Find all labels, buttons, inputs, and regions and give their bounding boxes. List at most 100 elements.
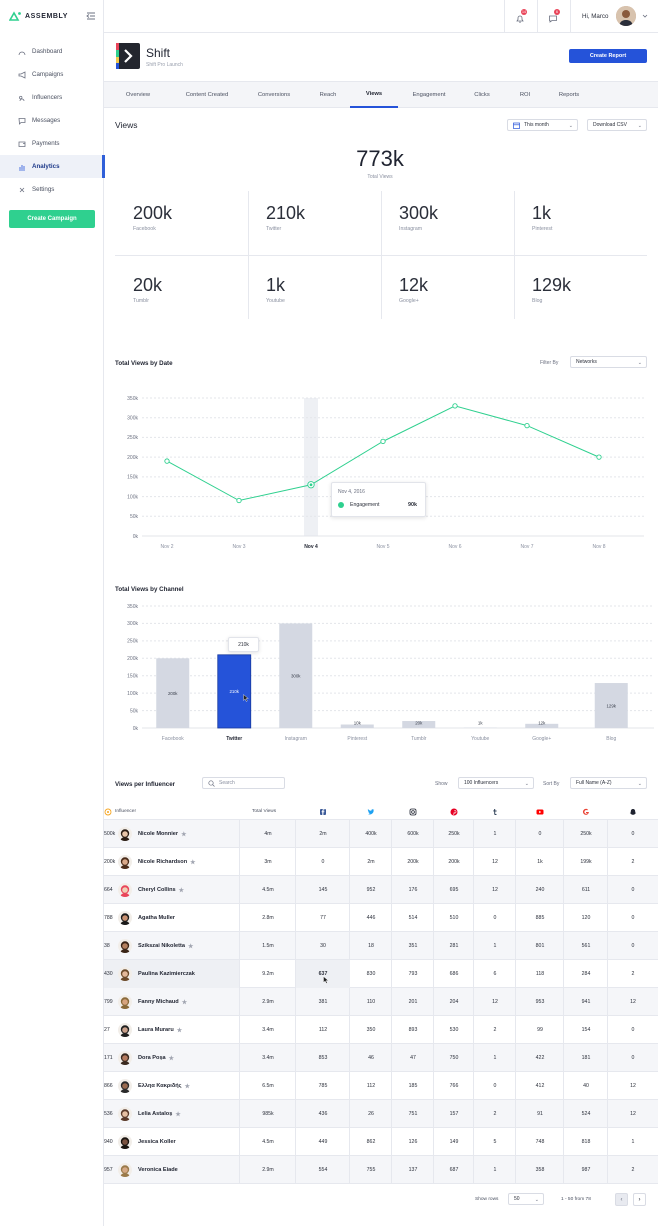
star-icon[interactable]: ★ xyxy=(168,1055,175,1062)
user-avatar[interactable] xyxy=(616,6,636,26)
snapchat-icon[interactable] xyxy=(629,808,637,816)
influencer-name[interactable]: Ελληα Κακριδής ★ xyxy=(138,1072,190,1100)
bar-blog[interactable] xyxy=(594,683,628,728)
star-icon[interactable]: ★ xyxy=(190,859,196,866)
next-page-button[interactable]: › xyxy=(633,1193,646,1206)
sidebar-item-messages[interactable]: Messages xyxy=(0,109,104,132)
data-point[interactable] xyxy=(452,403,458,409)
bar-google-plus[interactable] xyxy=(525,723,559,728)
star-icon[interactable]: ★ xyxy=(181,831,187,838)
table-row[interactable]: Cheryl Collins ★ 4.5m 145 952 176 695 12 240 611 0… xyxy=(104,876,658,904)
tab-roi[interactable]: ROI xyxy=(519,92,531,98)
networks-filter-select[interactable]: Networks ⌄ xyxy=(570,356,647,368)
blog-icon[interactable] xyxy=(104,808,112,816)
tab-overview[interactable]: Overview xyxy=(125,92,151,98)
data-point[interactable] xyxy=(524,422,530,429)
notifications-button[interactable]: 14 xyxy=(515,9,527,29)
star-icon[interactable]: ★ xyxy=(184,1083,190,1090)
influencer-name[interactable]: Veronica Eiade xyxy=(138,1156,178,1184)
total-views-cell: 2.9m xyxy=(262,1167,274,1173)
influencer-name[interactable]: Lelia Astaloș ★ xyxy=(138,1100,181,1128)
influencer-name[interactable]: Nicole Richardson ★ xyxy=(138,848,196,876)
tab-views[interactable]: Views xyxy=(350,82,398,108)
rows-per-page-select[interactable]: 50 ⌄ xyxy=(508,1193,544,1205)
star-icon[interactable]: ★ xyxy=(176,1027,183,1034)
tab-reports[interactable]: Reports xyxy=(558,92,580,98)
tab-reach[interactable]: Reach xyxy=(319,92,337,98)
instagram-icon[interactable] xyxy=(409,808,417,816)
table-row[interactable]: Veronica Eiade 2.9m 554 755 137 687 1 358 987 2 95… xyxy=(104,1156,658,1184)
influencer-name[interactable]: Laura Muraru ★ xyxy=(138,1016,182,1044)
chevron-down-icon[interactable] xyxy=(642,14,648,19)
star-icon[interactable]: ★ xyxy=(187,943,194,950)
sidebar-item-payments[interactable]: Payments xyxy=(0,132,104,155)
bar-pinterest[interactable] xyxy=(340,724,374,728)
data-point[interactable] xyxy=(380,438,386,445)
user-greeting[interactable]: Hi, Marco xyxy=(582,13,609,20)
tab-clicks[interactable]: Clicks xyxy=(474,92,490,98)
network-views-cell: 350 xyxy=(366,1027,376,1033)
sidebar-item-dashboard[interactable]: Dashboard xyxy=(0,40,104,63)
table-row[interactable]: Lelia Astaloș ★ 985k 436 26 751 157 2 91 524 12 536 xyxy=(104,1100,658,1128)
table-row[interactable]: Agatha Muller 2.8m 77 446 514 510 0 885 120 0 788 xyxy=(104,904,658,932)
messages-button[interactable]: 6 xyxy=(548,9,560,29)
network-views-cell: 91 xyxy=(537,1111,543,1117)
create-report-button[interactable]: Create Report xyxy=(569,49,647,63)
bar-instagram[interactable] xyxy=(279,623,313,728)
bar-facebook[interactable] xyxy=(156,658,190,728)
divider xyxy=(473,1100,474,1128)
influencer-name[interactable]: Jessica Koller xyxy=(138,1128,176,1156)
influencer-name[interactable]: Nicole Monnier ★ xyxy=(138,820,186,848)
sidebar-item-analytics[interactable]: Analytics xyxy=(0,155,105,178)
youtube-icon[interactable] xyxy=(536,808,544,816)
network-views-cell: 381 xyxy=(318,999,328,1005)
table-row[interactable]: Jessica Koller 4.5m 449 862 126 149 5 748 818 1 94… xyxy=(104,1128,658,1156)
tab-content-created[interactable]: Content Created xyxy=(185,92,229,98)
star-icon[interactable]: ★ xyxy=(181,999,188,1006)
sidebar-item-campaigns[interactable]: Campaigns xyxy=(0,63,104,86)
col-total-views[interactable]: Total Views xyxy=(252,809,277,814)
sidebar-item-settings[interactable]: Settings xyxy=(0,178,104,201)
views-by-channel-chart[interactable]: 0k 50k 100k 150k 200k 250k 300k 350k 200k Faceboo… xyxy=(104,598,658,748)
table-row[interactable]: Szikszai Nikoletta ★ 1.5m 30 18 351 281 1 801 561… xyxy=(104,932,658,960)
sort-by-select[interactable]: Full Name (A-Z) ⌄ xyxy=(570,777,647,789)
influencer-search-input[interactable]: Search xyxy=(202,777,285,789)
table-row[interactable]: Laura Muraru ★ 3.4m 112 350 893 530 2 99 154 0 27 xyxy=(104,1016,658,1044)
campaign-subtitle: Shift Pro Launch xyxy=(146,62,183,68)
tab-conversions[interactable]: Conversions xyxy=(257,92,291,98)
sidebar-item-influencers[interactable]: Influencers xyxy=(0,86,104,109)
date-range-select[interactable]: This month ⌄ xyxy=(507,119,578,131)
table-row[interactable]: Fanny Michaud ★ 2.9m 381 110 201 204 12 953 941 12… xyxy=(104,988,658,1016)
create-campaign-button[interactable]: Create Campaign xyxy=(9,210,95,228)
table-row[interactable]: Ελληα Κακριδής ★ 6.5m 785 112 185 766 0 412 40 12 8… xyxy=(104,1072,658,1100)
influencer-name[interactable]: Agatha Muller xyxy=(138,904,175,932)
facebook-icon[interactable] xyxy=(319,808,327,816)
show-count-select[interactable]: 100 Influencers ⌄ xyxy=(458,777,534,789)
star-icon[interactable]: ★ xyxy=(178,887,185,894)
data-point[interactable] xyxy=(236,497,242,504)
table-row[interactable]: Paulina Kazimierczak 9.2m 637 830 793 686 6 118… xyxy=(104,960,658,988)
prev-page-button[interactable]: ‹ xyxy=(615,1193,628,1206)
table-row[interactable]: Nicole Monnier ★ 4m 2m 400k 600k 250k 1 0 250k 0 50… xyxy=(104,820,658,848)
influencer-name[interactable]: Paulina Kazimierczak xyxy=(138,960,195,988)
views-by-date-chart[interactable]: 0k 50k 100k 150k 200k 250k 300k 350k Nov 2 Nov 3 N… xyxy=(104,388,658,558)
influencer-name[interactable]: Fanny Michaud ★ xyxy=(138,988,187,1016)
tab-engagement[interactable]: Engagement xyxy=(412,92,446,98)
collapse-menu-icon[interactable] xyxy=(86,11,96,21)
twitter-icon[interactable] xyxy=(367,808,375,816)
influencer-name[interactable]: Cheryl Collins ★ xyxy=(138,876,184,904)
bar-twitter[interactable] xyxy=(217,654,251,728)
influencer-name[interactable]: Szikszai Nikoletta ★ xyxy=(138,932,193,960)
table-row[interactable]: Dora Poșa ★ 3.4m 853 46 47 750 1 422 181 0 171 xyxy=(104,1044,658,1072)
tumblr-icon[interactable] xyxy=(491,808,499,816)
star-icon[interactable]: ★ xyxy=(175,1111,181,1118)
google-icon[interactable] xyxy=(582,808,590,816)
influencer-name[interactable]: Dora Poșa ★ xyxy=(138,1044,174,1072)
brand-logo[interactable]: ASSEMBLY xyxy=(9,11,68,21)
download-csv-select[interactable]: Download CSV ⌄ xyxy=(587,119,647,131)
pinterest-icon[interactable] xyxy=(450,808,458,816)
table-row[interactable]: Nicole Richardson ★ 3m 0 2m 200k 200k 12 1k 199k 2… xyxy=(104,848,658,876)
bar-tumblr[interactable] xyxy=(402,721,436,728)
data-point[interactable] xyxy=(596,454,602,460)
data-point[interactable] xyxy=(164,458,170,464)
